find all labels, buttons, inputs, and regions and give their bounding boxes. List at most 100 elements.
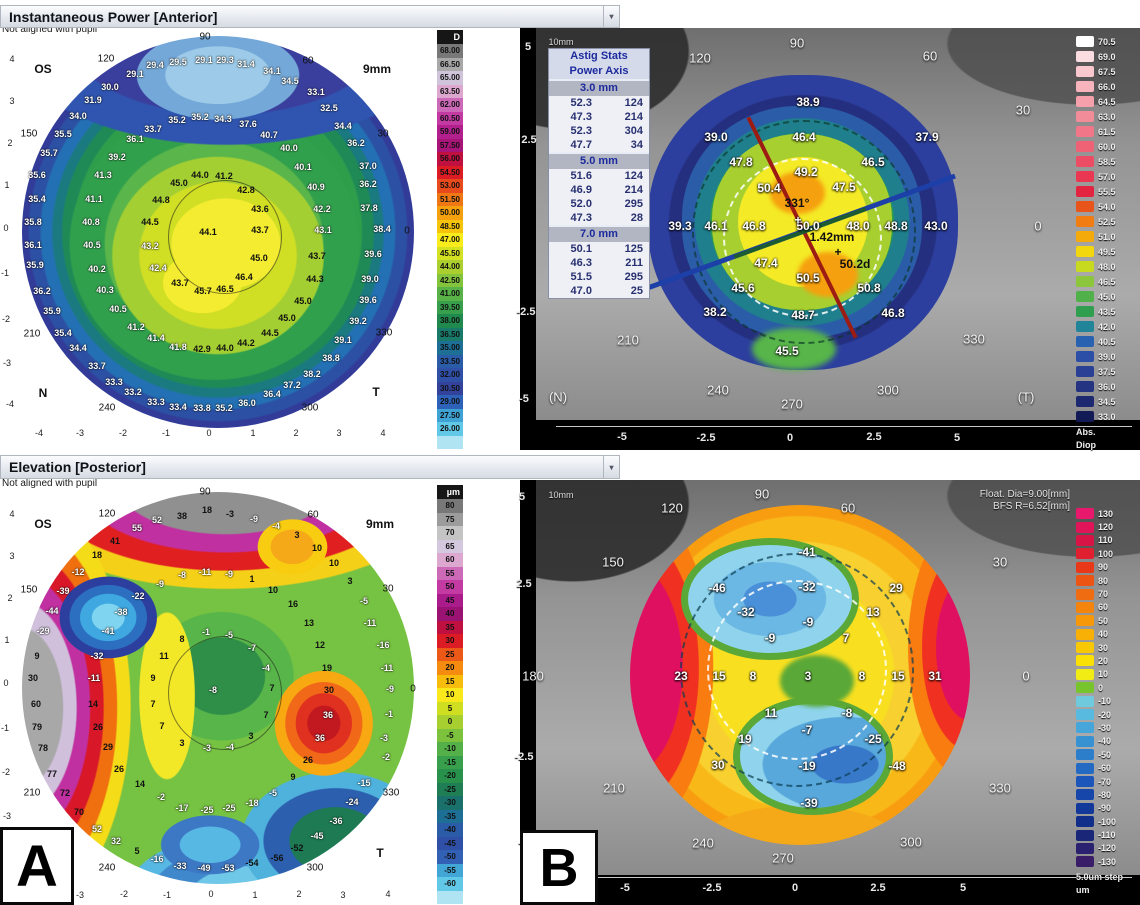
axis-label: 0 — [208, 889, 214, 899]
scale-tick: -40 — [437, 823, 463, 837]
scale-tick: 34.5 — [1076, 394, 1138, 409]
axis-label: -1 — [0, 268, 10, 278]
axis-label: 0 — [3, 223, 9, 233]
degree-label: 120 — [97, 53, 115, 65]
scale-tick: -110 — [1076, 828, 1138, 841]
scale-tick: 42.50 — [437, 273, 463, 287]
scale-tick: 48.0 — [1076, 259, 1138, 274]
scale-tick: 60.50 — [437, 111, 463, 125]
scale-tick: 32.00 — [437, 368, 463, 382]
axis-label: -1 — [162, 890, 172, 900]
scale-tick: 120 — [1076, 520, 1138, 533]
scale-tick: 40 — [1076, 628, 1138, 641]
axis-label: 1 — [4, 635, 10, 645]
astig-subtitle: Power Axis — [549, 64, 649, 79]
astig-row: 52.3 124 — [549, 96, 649, 110]
scale-tick: 47.00 — [437, 233, 463, 247]
scale-tick: 51.50 — [437, 192, 463, 206]
astig-row: 47.3 28 — [549, 211, 649, 225]
astig-row: 47.7 34 — [549, 138, 649, 152]
astig-zone-header: 3.0 mm — [549, 81, 649, 96]
scale-tick: 67.5 — [1076, 64, 1138, 79]
map-corner-label: OS — [34, 62, 52, 76]
scale-tick: 46.5 — [1076, 274, 1138, 289]
scale-tick: -60 — [437, 877, 463, 891]
astig-row: 50.1 125 — [549, 242, 649, 256]
scale-footer: Abs. — [1076, 427, 1096, 437]
scale-tick: -30 — [1076, 721, 1138, 734]
anterior-curvature-map — [22, 36, 414, 428]
chevron-down-icon[interactable]: ▾ — [603, 456, 619, 478]
scale-tick — [437, 890, 463, 904]
axis-label: 4 — [9, 54, 15, 64]
scale-tick: 10 — [1076, 668, 1138, 681]
scale-tick — [437, 435, 463, 449]
scale-tick: 44.00 — [437, 260, 463, 274]
scale-tick: -5 — [437, 728, 463, 742]
scale-tick: 54.0 — [1076, 199, 1138, 214]
degree-label: 210 — [23, 328, 41, 340]
scale-tick: 56.00 — [437, 152, 463, 166]
alignment-note: Not aligned with pupil — [2, 24, 98, 35]
outer-dashed-circle — [692, 120, 916, 344]
bottom-axis-line — [556, 426, 1132, 427]
scale-tick: 52.5 — [1076, 214, 1138, 229]
scale-tick: 66.0 — [1076, 79, 1138, 94]
elevation-map-selector[interactable]: Elevation [Posterior] ▾ — [0, 455, 620, 479]
scale-tick: 35.00 — [437, 341, 463, 355]
axis-label: 1 — [250, 428, 256, 438]
scale-tick: -20 — [437, 769, 463, 783]
axis-label: -3 — [75, 428, 85, 438]
axis-label: 2 — [7, 593, 13, 603]
axis-label: 3 — [9, 96, 15, 106]
scale-tick: 45.50 — [437, 246, 463, 260]
scale-tick: 0 — [437, 715, 463, 729]
axis-label: 0 — [206, 428, 212, 438]
degree-label: 150 — [20, 584, 38, 596]
scale-tick: -35 — [437, 809, 463, 823]
astig-zone-header: 7.0 mm — [549, 227, 649, 242]
scale-tick: 41.00 — [437, 287, 463, 301]
panel-title: Elevation [Posterior] — [9, 459, 146, 475]
axis-label: 3 — [9, 551, 15, 561]
axis-label: -3 — [2, 811, 12, 821]
chevron-down-icon[interactable]: ▾ — [603, 6, 619, 27]
scale-tick: 53.00 — [437, 179, 463, 193]
scale-tick: -90 — [1076, 802, 1138, 815]
scale-tick: 45 — [437, 593, 463, 607]
scale-tick: 80 — [1076, 574, 1138, 587]
scale-tick: -130 — [1076, 855, 1138, 868]
scale-tick: 70.5 — [1076, 34, 1138, 49]
axis-label: -1 — [0, 723, 10, 733]
scale-tick: 130 — [1076, 507, 1138, 520]
scale-tick: 27.50 — [437, 408, 463, 422]
scale-tick: 57.50 — [437, 138, 463, 152]
scale-tick: 51.0 — [1076, 229, 1138, 244]
axis-label: 2 — [7, 138, 13, 148]
outer-dashed-circle — [680, 553, 914, 787]
axis-label: 3 — [336, 428, 342, 438]
scale-tick: 38.00 — [437, 314, 463, 328]
scale-tick: -10 — [437, 742, 463, 756]
scale-tick: 35 — [437, 620, 463, 634]
map-corner-label: T — [372, 385, 380, 399]
scale-tick: 65 — [437, 539, 463, 553]
power-color-scale: 70.5 69.0 67.5 66.0 64.5 63.0 61.5 60.0 58.5 57.0… — [1076, 34, 1138, 450]
scale-tick: 50 — [437, 580, 463, 594]
scale-tick: -40 — [1076, 735, 1138, 748]
scale-tick: 43.5 — [1076, 304, 1138, 319]
scale-tick: 70 — [1076, 587, 1138, 600]
scale-tick: 42.0 — [1076, 319, 1138, 334]
power-map-selector[interactable]: Instantaneous Power [Anterior] ▾ — [0, 5, 620, 28]
scale-tick: -120 — [1076, 842, 1138, 855]
scale-tick: 40 — [437, 607, 463, 621]
float-diameter-annotation: Float. Dia=9.00[mm] — [979, 489, 1070, 500]
map-corner-label: OS — [34, 517, 52, 531]
axis-label: 4 — [385, 889, 391, 899]
degree-label: 150 — [20, 128, 38, 140]
figure-label-a: A — [0, 827, 74, 905]
astig-zone-header: 5.0 mm — [549, 154, 649, 169]
alignment-note: Not aligned with pupil — [2, 478, 98, 489]
astig-row: 51.6 124 — [549, 169, 649, 183]
scale-tick: 20 — [1076, 654, 1138, 667]
